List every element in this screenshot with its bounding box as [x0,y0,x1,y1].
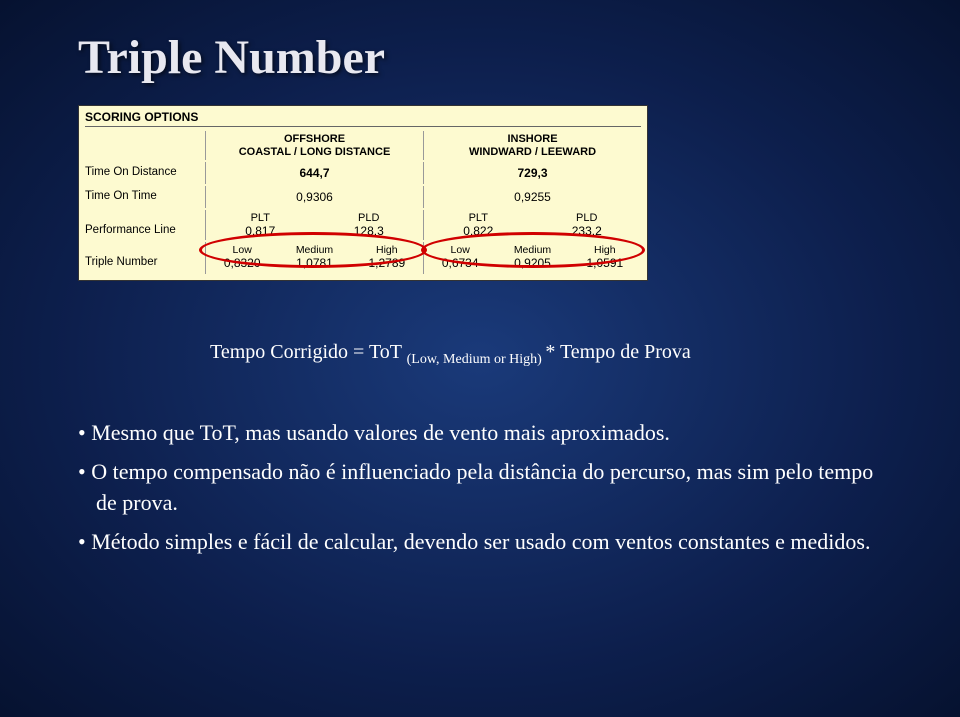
formula-lhs: Tempo Corrigido = ToT [210,341,407,363]
t-c1-high-h: High [351,242,423,256]
slide-title: Triple Number [78,30,890,85]
perf-c2-plt-v: 0,822 [424,224,533,240]
perf-c1-pld-h: PLD [315,210,424,224]
bullet-list: Mesmo que ToT, mas usando valores de ven… [78,418,890,557]
tod-inshore: 729,3 [423,162,641,184]
t-c2-low-v: 0,6734 [424,256,496,274]
formula: Tempo Corrigido = ToT (Low, Medium or Hi… [210,341,890,368]
bullet-1: Mesmo que ToT, mas usando valores de ven… [78,418,890,449]
col1-line2: COASTAL / LONG DISTANCE [239,146,391,158]
t-c2-low-h: Low [424,242,496,256]
t-c2-med-h: Medium [496,242,568,256]
row-tot-label: Time On Time [85,186,205,208]
perf-c2-pld-h: PLD [533,210,642,224]
perf-c1-pld-v: 128,3 [315,224,424,240]
formula-rhs: * Tempo de Prova [545,341,690,363]
t-c1-med-h: Medium [278,242,350,256]
tod-offshore: 644,7 [205,162,423,184]
row-triple-label: Triple Number [85,242,205,274]
bullet-3: Método simples e fácil de calcular, deve… [78,527,890,558]
t-c1-high-v: 1,2789 [351,256,423,274]
col-offshore: OFFSHORE COASTAL / LONG DISTANCE [205,131,423,160]
col1-line1: OFFSHORE [284,133,345,145]
t-c2-high-h: High [569,242,641,256]
tot-inshore: 0,9255 [423,186,641,208]
bullet-2: O tempo compensado não é influenciado pe… [78,457,890,519]
perf-c2-pld-v: 233,2 [533,224,642,240]
row-perf-label: Performance Line [85,210,205,240]
scoring-table: SCORING OPTIONS OFFSHORE COASTAL / LONG … [78,105,648,281]
perf-c1-plt-h: PLT [206,210,315,224]
t-c2-med-v: 0,9205 [496,256,568,274]
t-c1-low-h: Low [206,242,278,256]
tot-offshore: 0,9306 [205,186,423,208]
formula-sub: (Low, Medium or High) [407,352,546,367]
t-c1-med-v: 1,0781 [278,256,350,274]
triple-inshore: Low Medium High 0,6734 0,9205 1,0591 [423,242,641,274]
t-c1-low-v: 0,8320 [206,256,278,274]
triple-offshore: Low Medium High 0,8320 1,0781 1,2789 [205,242,423,274]
row-tod-label: Time On Distance [85,162,205,184]
perf-c1-plt-v: 0,817 [206,224,315,240]
perf-c2-plt-h: PLT [424,210,533,224]
perf-inshore: PLT PLD 0,822 233,2 [423,210,641,240]
col2-line1: INSHORE [507,133,557,145]
table-header: SCORING OPTIONS [85,110,641,127]
perf-offshore: PLT PLD 0,817 128,3 [205,210,423,240]
col-inshore: INSHORE WINDWARD / LEEWARD [423,131,641,160]
t-c2-high-v: 1,0591 [569,256,641,274]
col2-line2: WINDWARD / LEEWARD [469,146,596,158]
